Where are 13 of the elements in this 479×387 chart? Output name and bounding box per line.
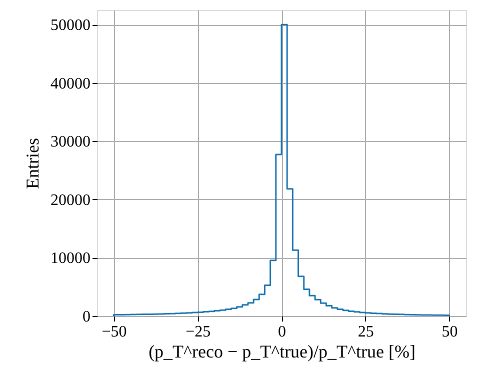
y-tick-label: 50000	[50, 17, 90, 34]
y-tick-label: 10000	[50, 250, 90, 268]
y-axis-title: Entries	[22, 138, 42, 189]
y-tick-label: 20000	[50, 192, 90, 209]
x-tick-label: 25	[358, 324, 374, 340]
y-tick-label: 0	[82, 308, 90, 326]
y-tick-label: 40000	[50, 75, 90, 92]
x-axis-title: (p_T^reco − p_T^true)/p_T^true [%]	[148, 342, 416, 362]
x-tick-label: −50	[102, 324, 127, 340]
x-tick-label: 50	[442, 324, 458, 340]
y-tick-label: 30000	[50, 134, 90, 151]
x-tick-label: −25	[186, 324, 211, 340]
x-tick-label: 0	[278, 324, 286, 340]
